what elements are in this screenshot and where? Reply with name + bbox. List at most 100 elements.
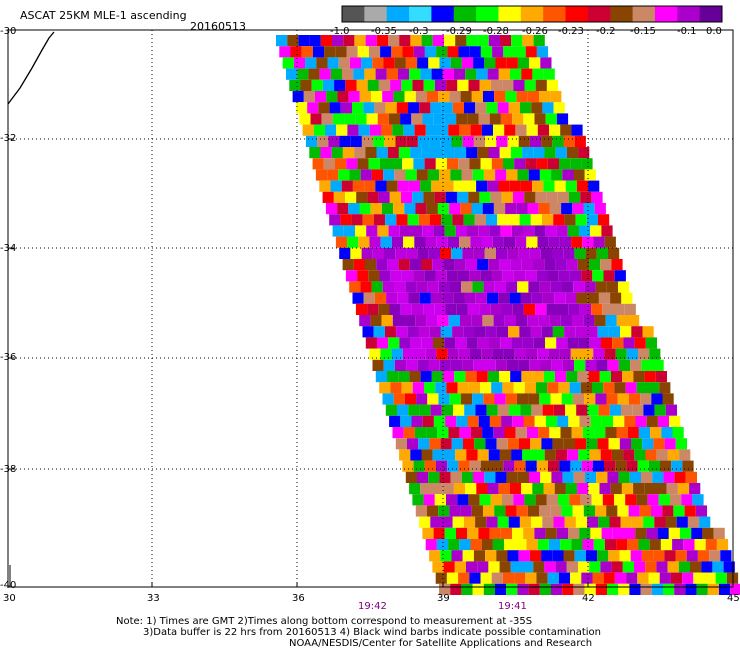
swath-cell	[713, 527, 725, 539]
swath-cell	[579, 225, 591, 237]
swath-cell	[678, 561, 690, 573]
swath-cell	[534, 415, 546, 427]
swath-cell	[588, 371, 600, 383]
swath-cell	[448, 427, 460, 439]
swath-cell	[545, 113, 557, 125]
swath-cell	[488, 147, 500, 159]
swath-cell	[553, 516, 565, 528]
swath-cell	[469, 158, 481, 170]
swath-cell	[379, 270, 391, 282]
swath-cell	[583, 315, 595, 327]
swath-cell	[383, 169, 395, 181]
swath-cell	[608, 326, 621, 338]
graticule	[8, 30, 733, 587]
swath-cell	[461, 57, 474, 69]
swath-cell	[450, 281, 462, 293]
swath-cell	[652, 471, 664, 483]
swath-cell	[471, 203, 483, 215]
swath-cell	[503, 348, 515, 360]
swath-cell	[615, 460, 627, 472]
swath-cell	[694, 539, 706, 551]
swath-cell	[308, 68, 320, 80]
swath-cell	[482, 315, 494, 327]
swath-cell	[347, 236, 359, 248]
swath-cell	[472, 393, 484, 405]
swath-cell	[558, 382, 570, 394]
swath-cell	[522, 337, 534, 349]
swath-cell	[667, 449, 680, 461]
swath-cell	[489, 337, 501, 349]
swath-cell	[597, 438, 609, 450]
swath-cell	[350, 247, 362, 259]
swath-cell	[601, 337, 613, 349]
swath-cell	[526, 427, 539, 439]
swath-cell	[495, 471, 507, 483]
swath-cell	[447, 348, 459, 360]
swath-cell	[679, 449, 691, 461]
swath-cell	[399, 225, 411, 237]
swath-cell	[622, 561, 634, 573]
swath-cell	[367, 303, 379, 315]
swath-cell	[471, 91, 483, 103]
swath-cell	[499, 371, 511, 383]
swath-cell	[564, 214, 576, 226]
swath-cell	[451, 247, 463, 259]
swath-cell	[318, 102, 330, 114]
swath-cell	[541, 550, 553, 562]
swath-cell	[404, 203, 416, 215]
swath-cell	[575, 326, 587, 338]
swath-cell	[565, 404, 577, 416]
swath-cell	[712, 561, 724, 573]
swath-cell	[672, 427, 684, 439]
swath-cell	[446, 494, 458, 506]
swath-cell	[637, 572, 649, 584]
swath-cell	[450, 471, 462, 483]
swath-cell	[570, 348, 582, 360]
swath-cell	[437, 427, 449, 439]
swath-cell	[320, 147, 332, 159]
swath-cell	[446, 382, 458, 394]
swath-cell	[616, 539, 628, 551]
coastline	[7, 31, 55, 105]
swath-cell	[520, 404, 532, 416]
swath-cell	[529, 550, 542, 562]
swath-cell	[662, 505, 674, 517]
swath-cell	[355, 225, 367, 237]
swath-cell	[601, 415, 614, 427]
swath-cell	[372, 57, 384, 69]
swath-cell	[427, 281, 439, 293]
swath-cell	[649, 348, 661, 360]
swath-cell	[556, 113, 569, 125]
swath-cell	[374, 102, 386, 114]
swath-cell	[508, 326, 520, 338]
swath-cell	[490, 494, 502, 506]
swath-cell	[404, 91, 416, 103]
swath-cell	[453, 404, 465, 416]
swath-cell	[563, 438, 575, 450]
swath-cell	[483, 169, 496, 181]
swath-cell	[399, 35, 411, 47]
swath-cell	[664, 438, 676, 450]
swath-cell	[502, 494, 514, 506]
swath-cell	[491, 270, 503, 282]
swath-cell	[428, 247, 440, 259]
swath-cell	[568, 303, 580, 315]
swath-cell	[556, 527, 568, 539]
swath-cell	[495, 169, 507, 181]
swath-cell	[370, 203, 382, 215]
swath-cell	[621, 292, 633, 304]
colorbar-label-1: -0.35	[371, 26, 397, 37]
swath-cell	[412, 382, 424, 394]
swath-cell	[417, 471, 429, 483]
map-frame	[7, 29, 734, 588]
swath-cell	[480, 460, 492, 472]
swath-cell	[398, 147, 411, 159]
swath-cell	[440, 247, 452, 259]
swath-cell	[443, 449, 456, 461]
swath-cell	[395, 135, 407, 147]
swath-cell	[349, 281, 361, 293]
swath-cell	[323, 158, 335, 170]
swath-cell	[581, 572, 593, 584]
swath-cell	[473, 247, 485, 259]
swath-cell	[579, 303, 592, 315]
